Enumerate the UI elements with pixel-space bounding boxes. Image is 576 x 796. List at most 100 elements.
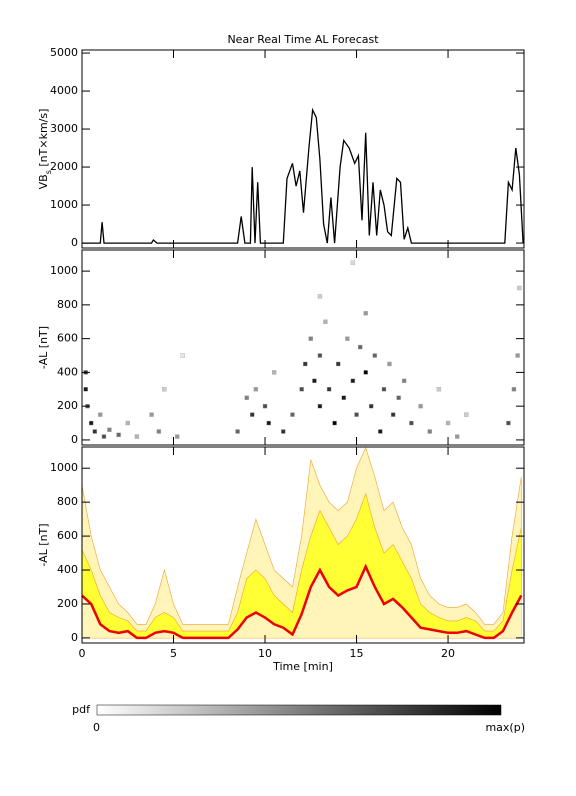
- pdf-cell: [378, 429, 383, 434]
- pdf-cell: [511, 387, 517, 392]
- pdf-cell: [116, 432, 121, 438]
- y-tick-label: 400: [57, 563, 78, 576]
- pdf-cell: [409, 420, 414, 426]
- x-tick-label: 0: [79, 647, 86, 660]
- pdf-cell: [341, 395, 346, 400]
- pdf-cell: [381, 387, 387, 392]
- pdf-cell: [317, 294, 323, 299]
- pdf-cell: [427, 429, 432, 434]
- pdf-cell: [354, 412, 359, 417]
- pdf-cell: [436, 387, 442, 392]
- pdf-cell: [156, 429, 162, 434]
- median-line: [82, 563, 523, 640]
- band-area: [82, 492, 522, 639]
- axes-box: [81, 49, 525, 249]
- y-axis-label-part: s: [44, 170, 53, 174]
- plot-area: [82, 107, 524, 244]
- pdf-cell: [149, 412, 154, 417]
- pdf-cell: [101, 434, 107, 439]
- pdf-cell: [312, 378, 317, 384]
- pdf-cell: [303, 361, 308, 367]
- pdf-cell: [83, 387, 88, 392]
- pdf-cell: [345, 336, 350, 341]
- pdf-cell: [107, 427, 112, 433]
- panel: VBs [nT×km/s] 0 1000 2000 3000 4000 5000: [37, 46, 525, 249]
- pdf-cell: [506, 420, 511, 426]
- plot-area: [83, 260, 522, 439]
- y-axis-label-part: [nT×km/s]: [37, 109, 50, 171]
- pdf-cell: [134, 434, 140, 439]
- panel: -AL [nT] 0 200 400 600 800 1000 0 5 10 15 20 Time [m…: [37, 446, 525, 673]
- pdf-cell: [326, 387, 332, 392]
- pdf-cell: [401, 378, 407, 384]
- pdf-cell: [253, 387, 259, 392]
- y-tick-label: 600: [57, 529, 78, 542]
- y-tick-label: 1000: [50, 461, 78, 474]
- pdf-cell: [317, 353, 323, 358]
- axes-box: [81, 249, 525, 446]
- x-tick-label: 10: [258, 647, 272, 660]
- pdf-cell: [454, 434, 460, 439]
- panel: -AL [nT] 0 200 400 600 800 1000: [37, 249, 525, 446]
- pdf-cell: [363, 311, 368, 316]
- pdf-cell: [323, 319, 328, 324]
- pdf-cell: [174, 434, 180, 439]
- pdf-cell: [372, 353, 378, 358]
- colorbar-label: pdf: [72, 703, 91, 716]
- pdf-cell: [271, 370, 277, 375]
- y-tick-label: 200: [57, 597, 78, 610]
- x-axis-label: Time [min]: [272, 660, 333, 673]
- pdf-cell: [515, 353, 520, 358]
- pdf-cell: [368, 403, 374, 409]
- pdf-cell: [125, 420, 130, 426]
- below-median: [82, 566, 522, 638]
- pdf-cell: [244, 395, 249, 400]
- pdf-cell: [517, 285, 522, 291]
- x-tick-label: 5: [170, 647, 177, 660]
- y-tick-label: 5000: [50, 46, 78, 59]
- pdf-cell: [88, 420, 94, 426]
- pdf-cell: [390, 412, 396, 417]
- pdf-cell: [281, 429, 286, 434]
- y-tick-label: 1000: [50, 198, 78, 211]
- pdf-cell: [262, 403, 268, 409]
- pdf-cell: [98, 412, 103, 417]
- axes-box: [81, 446, 525, 644]
- pdf-cell: [350, 260, 356, 265]
- y-axis-label: VBs [nT×km/s]: [37, 109, 53, 190]
- pdf-cell: [350, 378, 356, 384]
- pdf-cell: [418, 403, 423, 409]
- y-tick-label: 800: [57, 298, 78, 311]
- pdf-cell: [235, 429, 240, 434]
- pdf-cell: [162, 387, 167, 392]
- pdf-cell: [266, 420, 271, 426]
- pdf-cell: [180, 353, 185, 358]
- y-tick-label: 800: [57, 495, 78, 508]
- colorbar: [96, 704, 502, 716]
- pdf-cell: [387, 361, 392, 367]
- y-tick-label: 0: [71, 236, 78, 249]
- y-tick-label: 1000: [50, 264, 78, 277]
- y-axis-label-part: VB: [37, 174, 50, 189]
- y-tick-label: 0: [71, 433, 78, 446]
- y-axis-label: -AL [nT]: [37, 326, 50, 369]
- pdf-cell: [445, 420, 451, 426]
- pdf-cell: [332, 420, 337, 426]
- pdf-cell: [317, 403, 323, 409]
- pdf-cell: [396, 395, 401, 400]
- y-tick-label: 4000: [50, 84, 78, 97]
- x-tick-label: 15: [350, 647, 364, 660]
- pdf-cell: [250, 412, 255, 417]
- y-tick-label: 400: [57, 365, 78, 378]
- y-tick-label: 200: [57, 399, 78, 412]
- y-tick-label: 0: [71, 631, 78, 644]
- plot-area: [82, 447, 523, 640]
- pdf-cell: [308, 336, 313, 341]
- pdf-cell: [290, 412, 295, 417]
- data-line: [82, 107, 524, 244]
- pdf-cell: [336, 361, 341, 367]
- y-tick-label: 600: [57, 332, 78, 345]
- colorbar-tick-label: max(p): [485, 721, 525, 734]
- y-tick-label: 3000: [50, 122, 78, 135]
